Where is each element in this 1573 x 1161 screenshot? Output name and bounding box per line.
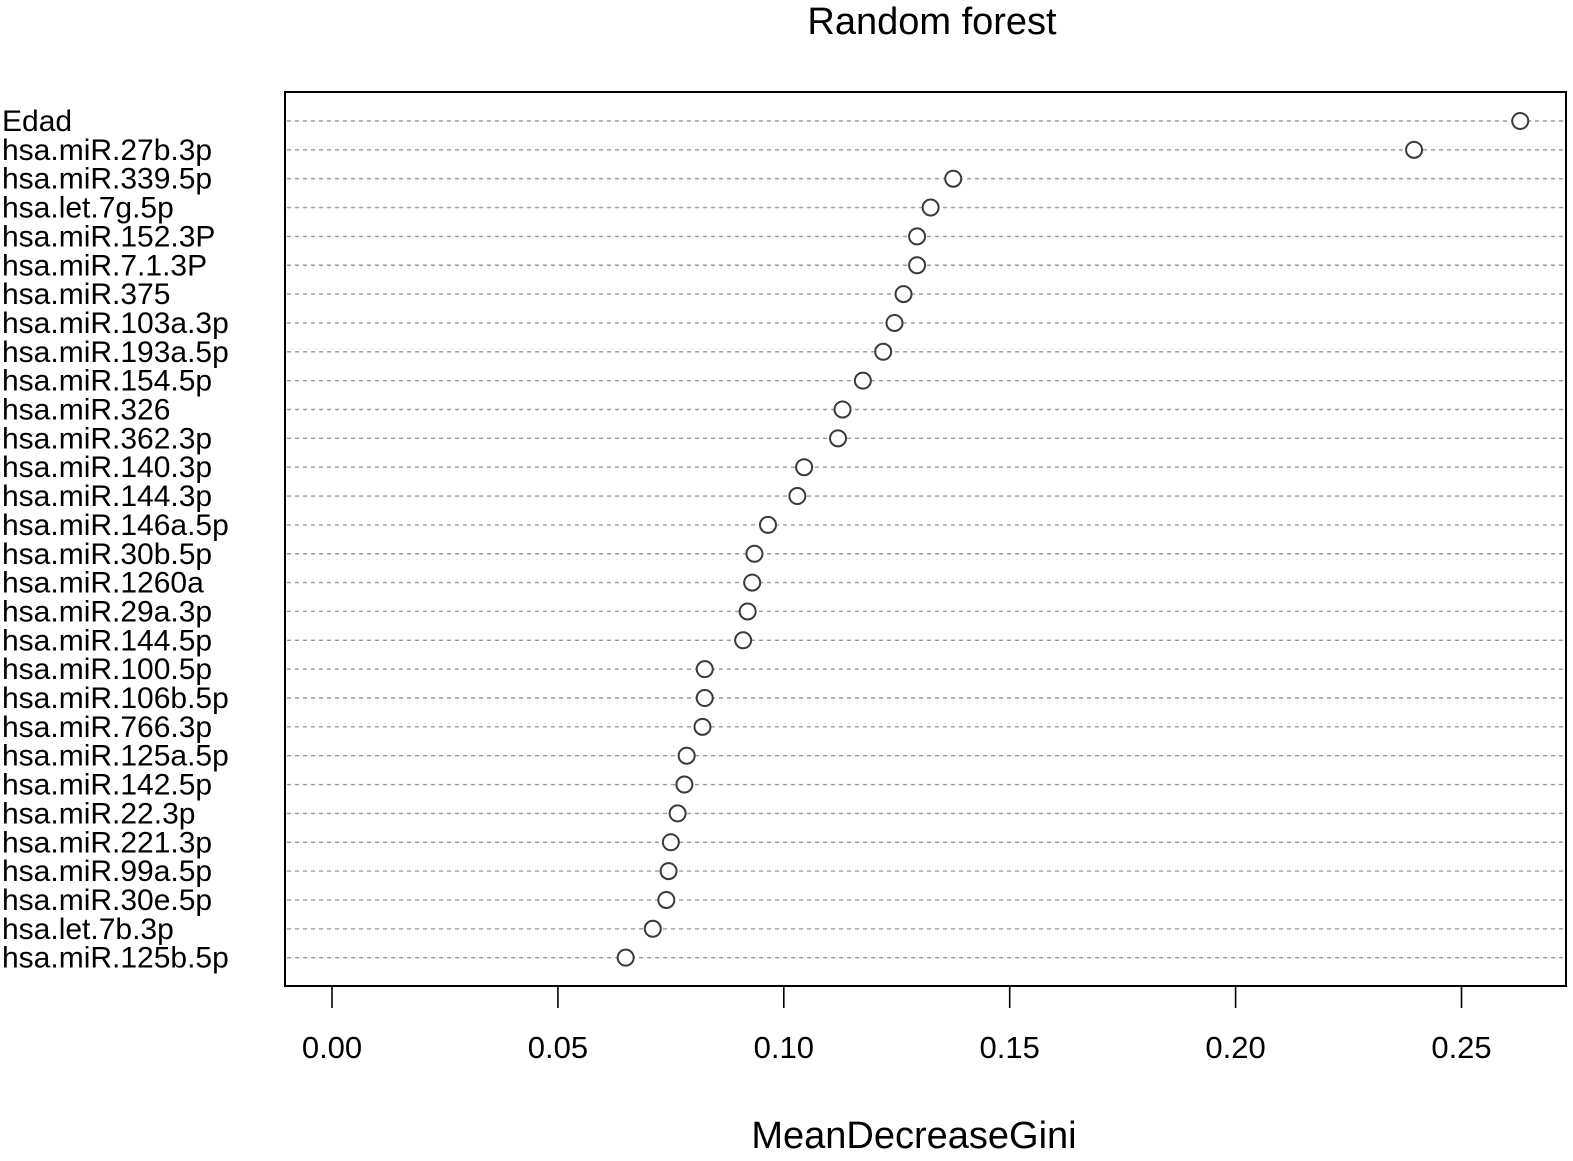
category-label: hsa.miR.154.5p bbox=[2, 365, 212, 398]
data-point bbox=[745, 544, 764, 563]
category-label: hsa.miR.125b.5p bbox=[2, 942, 229, 975]
data-point bbox=[795, 458, 814, 477]
category-label: hsa.miR.1260a bbox=[2, 567, 204, 600]
x-axis-label: MeanDecreaseGini bbox=[751, 1115, 1076, 1157]
x-axis: 0.00 0.05 0.10 0.15 0.20 0.25 bbox=[302, 985, 1492, 1065]
category-label: hsa.miR.326 bbox=[2, 394, 170, 427]
data-point bbox=[675, 775, 694, 794]
data-point bbox=[734, 631, 753, 650]
data-point bbox=[894, 285, 913, 304]
data-point bbox=[853, 371, 872, 390]
data-point bbox=[758, 515, 777, 534]
category-label: hsa.miR.100.5p bbox=[2, 653, 212, 686]
category-label: hsa.miR.375 bbox=[2, 278, 170, 311]
category-label: hsa.miR.30b.5p bbox=[2, 538, 212, 571]
data-point bbox=[921, 198, 940, 217]
category-label: hsa.miR.29a.3p bbox=[2, 595, 212, 628]
category-label: hsa.miR.339.5p bbox=[2, 163, 212, 196]
category-label: hsa.miR.103a.3p bbox=[2, 307, 229, 340]
category-label: hsa.miR.99a.5p bbox=[2, 855, 212, 888]
data-point bbox=[668, 804, 687, 823]
category-label: hsa.miR.766.3p bbox=[2, 711, 212, 744]
data-point bbox=[1511, 112, 1530, 130]
category-label: hsa.miR.125a.5p bbox=[2, 740, 229, 773]
category-label: hsa.miR.221.3p bbox=[2, 826, 212, 859]
category-label: hsa.miR.146a.5p bbox=[2, 509, 229, 542]
category-label: hsa.miR.152.3P bbox=[2, 220, 215, 253]
category-label: hsa.miR.7.1.3P bbox=[2, 249, 207, 282]
data-point bbox=[677, 746, 696, 765]
x-tick-label: 0.10 bbox=[754, 1030, 814, 1065]
data-point bbox=[616, 948, 635, 967]
x-tick-label: 0.20 bbox=[1205, 1030, 1265, 1065]
x-tick-label: 0.05 bbox=[528, 1030, 588, 1065]
category-label: hsa.let.7b.3p bbox=[2, 913, 174, 946]
plot-frame bbox=[284, 91, 1567, 987]
data-point bbox=[661, 833, 680, 852]
data-point bbox=[908, 256, 927, 275]
data-point bbox=[788, 487, 807, 506]
x-tick-label: 0.15 bbox=[980, 1030, 1040, 1065]
data-point bbox=[695, 660, 714, 679]
data-point bbox=[908, 227, 927, 246]
data-point bbox=[1405, 140, 1424, 159]
category-label: hsa.miR.27b.3p bbox=[2, 134, 212, 167]
data-point bbox=[693, 717, 712, 736]
data-points bbox=[616, 112, 1530, 967]
data-point bbox=[738, 602, 757, 621]
data-point bbox=[743, 573, 762, 592]
category-labels: Edadhsa.miR.27b.3phsa.miR.339.5phsa.let.… bbox=[2, 105, 229, 975]
x-tick-label: 0.25 bbox=[1431, 1030, 1491, 1065]
category-label: hsa.miR.362.3p bbox=[2, 422, 212, 455]
data-point bbox=[944, 169, 963, 188]
category-label: hsa.miR.144.3p bbox=[2, 480, 212, 513]
data-point bbox=[874, 342, 893, 361]
category-label: hsa.miR.142.5p bbox=[2, 769, 212, 802]
category-label: hsa.miR.144.5p bbox=[2, 624, 212, 657]
data-point bbox=[643, 919, 662, 938]
guide-lines bbox=[287, 120, 1564, 959]
category-label: hsa.miR.106b.5p bbox=[2, 682, 229, 715]
chart-title: Random forest bbox=[807, 1, 1057, 43]
data-point bbox=[833, 400, 852, 419]
category-label: hsa.miR.30e.5p bbox=[2, 884, 212, 917]
category-label: Edad bbox=[2, 105, 72, 138]
data-point bbox=[885, 313, 904, 332]
data-point bbox=[829, 429, 848, 448]
x-tick-label: 0.00 bbox=[302, 1030, 362, 1065]
data-point bbox=[659, 862, 678, 881]
category-label: hsa.miR.193a.5p bbox=[2, 336, 229, 369]
data-point bbox=[695, 689, 714, 707]
data-point bbox=[657, 890, 676, 909]
category-label: hsa.miR.22.3p bbox=[2, 797, 195, 830]
category-label: hsa.miR.140.3p bbox=[2, 451, 212, 484]
category-label: hsa.let.7g.5p bbox=[2, 192, 174, 225]
